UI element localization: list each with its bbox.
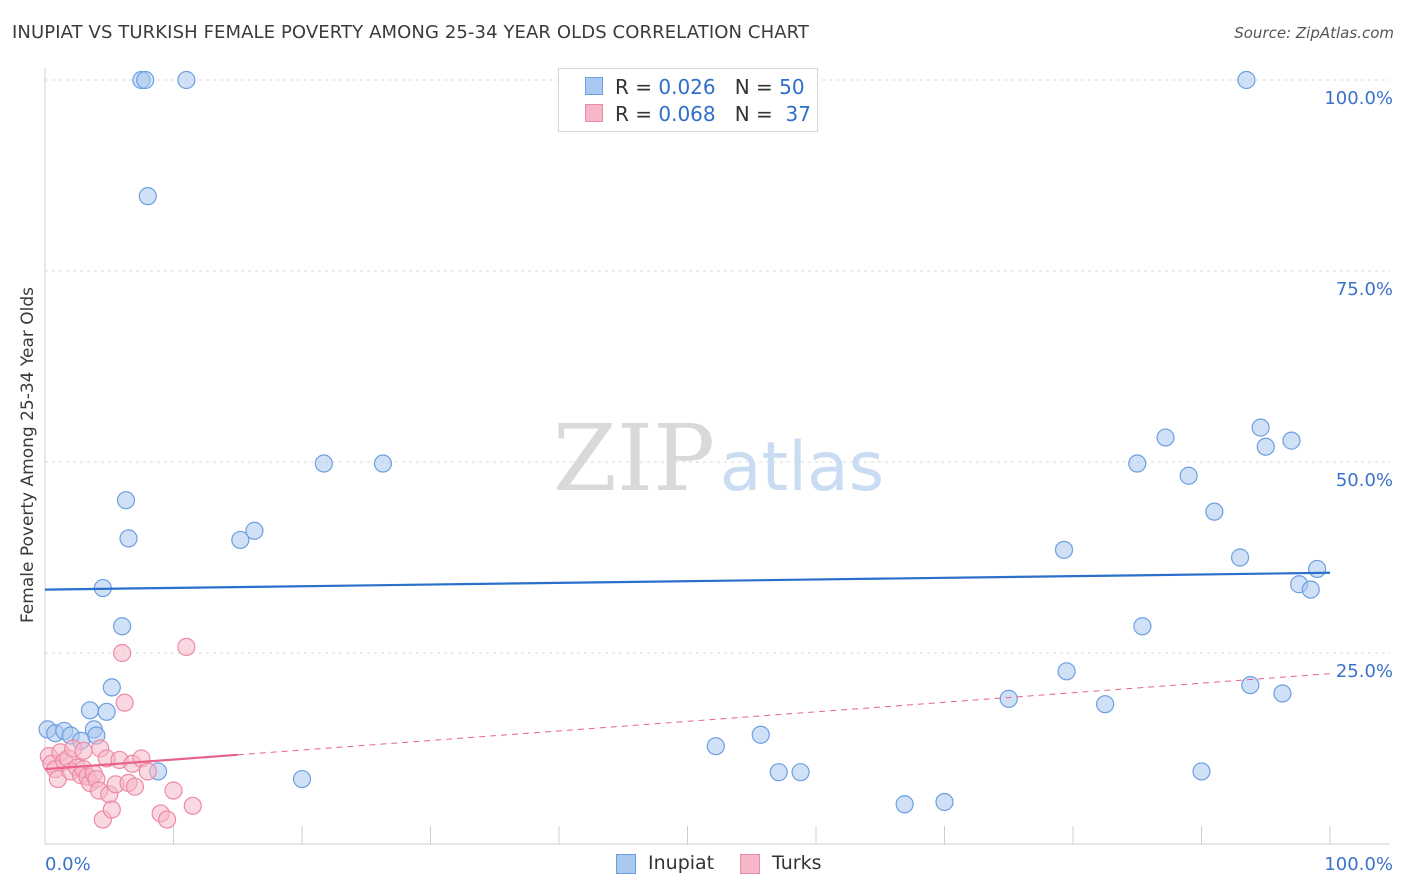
- turks-trend-line-solid: [44, 753, 238, 771]
- turks-point: [102, 800, 121, 819]
- inupiat-point: [791, 763, 810, 782]
- bottom-legend-swatch-turks: [740, 854, 760, 874]
- inupiat-point: [706, 737, 725, 756]
- y-tick-label: 50.0%: [1336, 470, 1393, 491]
- turks-point: [125, 777, 145, 796]
- bottom-legend-swatch-inupiat: [616, 854, 636, 874]
- axis-layer: [44, 68, 1390, 845]
- inupiat-point: [373, 454, 393, 473]
- legend-n-label: N =: [734, 75, 780, 99]
- inupiat-point: [999, 689, 1018, 708]
- inupiat-point: [116, 491, 136, 510]
- inupiat-point: [292, 769, 312, 789]
- source-label: Source: ZipAtlas.com: [1234, 24, 1394, 42]
- inupiat-point: [1179, 466, 1198, 485]
- legend-n-value-turks: 37: [785, 102, 811, 126]
- inupiat-point: [895, 795, 914, 814]
- inupiat-point: [1128, 454, 1147, 473]
- inupiat-point: [1133, 617, 1152, 636]
- bottom-legend-label-turks: Turks: [772, 852, 822, 874]
- inupiat-point: [1054, 540, 1074, 559]
- inupiat-point: [1205, 502, 1224, 521]
- legend: R = 0.026 N = 50 R = 0.068 N = 37: [558, 68, 818, 132]
- watermark: ZIP atlas: [553, 405, 884, 512]
- bottom-legend-label-inupiat: Inupiat: [648, 852, 715, 874]
- turks-point: [115, 693, 134, 712]
- inupiat-point: [102, 678, 121, 697]
- inupiat-point: [1057, 662, 1076, 681]
- inupiat-point: [1192, 762, 1211, 781]
- inupiat-point: [112, 617, 132, 636]
- inupiat-point: [245, 521, 264, 540]
- inupiat-point: [80, 701, 100, 720]
- legend-swatch-inupiat: [585, 77, 603, 95]
- watermark-atlas: atlas: [720, 428, 884, 507]
- turks-point: [177, 637, 196, 656]
- inupiat-point: [1251, 418, 1270, 437]
- inupiat-point: [1282, 431, 1301, 450]
- inupiat-trend-line: [44, 571, 1331, 591]
- x-tick-label-max: 100.0%: [1324, 854, 1393, 875]
- inupiat-point: [177, 70, 196, 90]
- inupiat-point: [1273, 684, 1292, 703]
- inupiat-point: [1230, 548, 1250, 567]
- inupiat-point: [1256, 437, 1275, 456]
- turks-point: [183, 796, 202, 815]
- chart-title: INUPIAT VS TURKISH FEMALE POVERTY AMONG …: [12, 22, 810, 43]
- y-tick-label: 25.0%: [1336, 661, 1393, 682]
- inupiat-point: [138, 187, 157, 206]
- inupiat-point: [1241, 675, 1260, 695]
- legend-n-label: N =: [734, 102, 780, 126]
- watermark-zip: ZIP: [553, 405, 715, 512]
- inupiat-point: [1156, 428, 1175, 447]
- legend-r-value-turks: 0.068: [658, 102, 716, 126]
- legend-r-value-inupiat: 0.026: [658, 75, 716, 99]
- label-layer: 25.0% 50.0% 75.0% 100.0% 0.0% 100.0%: [45, 88, 1393, 875]
- turks-trend-line-dashed: [237, 673, 1331, 756]
- inupiat-point: [769, 763, 788, 782]
- legend-n-value-inupiat: 50: [779, 75, 805, 99]
- turks-point: [164, 781, 183, 800]
- inupiat-point: [1301, 580, 1320, 599]
- turks-point: [74, 741, 93, 760]
- turks-point: [138, 762, 157, 781]
- trend-layer: [44, 571, 1331, 771]
- inupiat-point: [1237, 70, 1256, 90]
- inupiat-point: [119, 529, 138, 548]
- y-tick-label: 75.0%: [1336, 279, 1393, 300]
- inupiat-point: [1096, 695, 1115, 714]
- inupiat-point: [136, 70, 155, 90]
- inupiat-point: [231, 530, 250, 550]
- inupiat-point: [751, 725, 770, 744]
- x-tick-label-min: 0.0%: [45, 854, 91, 875]
- legend-swatch-turks: [585, 104, 603, 122]
- legend-r-label: R =: [615, 75, 659, 99]
- inupiat-point: [935, 792, 954, 812]
- inupiat-point: [1308, 559, 1327, 579]
- inupiat-point: [97, 702, 116, 721]
- y-tick-label: 100.0%: [1324, 88, 1393, 109]
- inupiat-point: [314, 454, 333, 473]
- turks-point: [157, 810, 177, 829]
- grid-layer: [45, 79, 1390, 654]
- turks-point: [112, 643, 132, 663]
- legend-r-label: R =: [615, 102, 659, 126]
